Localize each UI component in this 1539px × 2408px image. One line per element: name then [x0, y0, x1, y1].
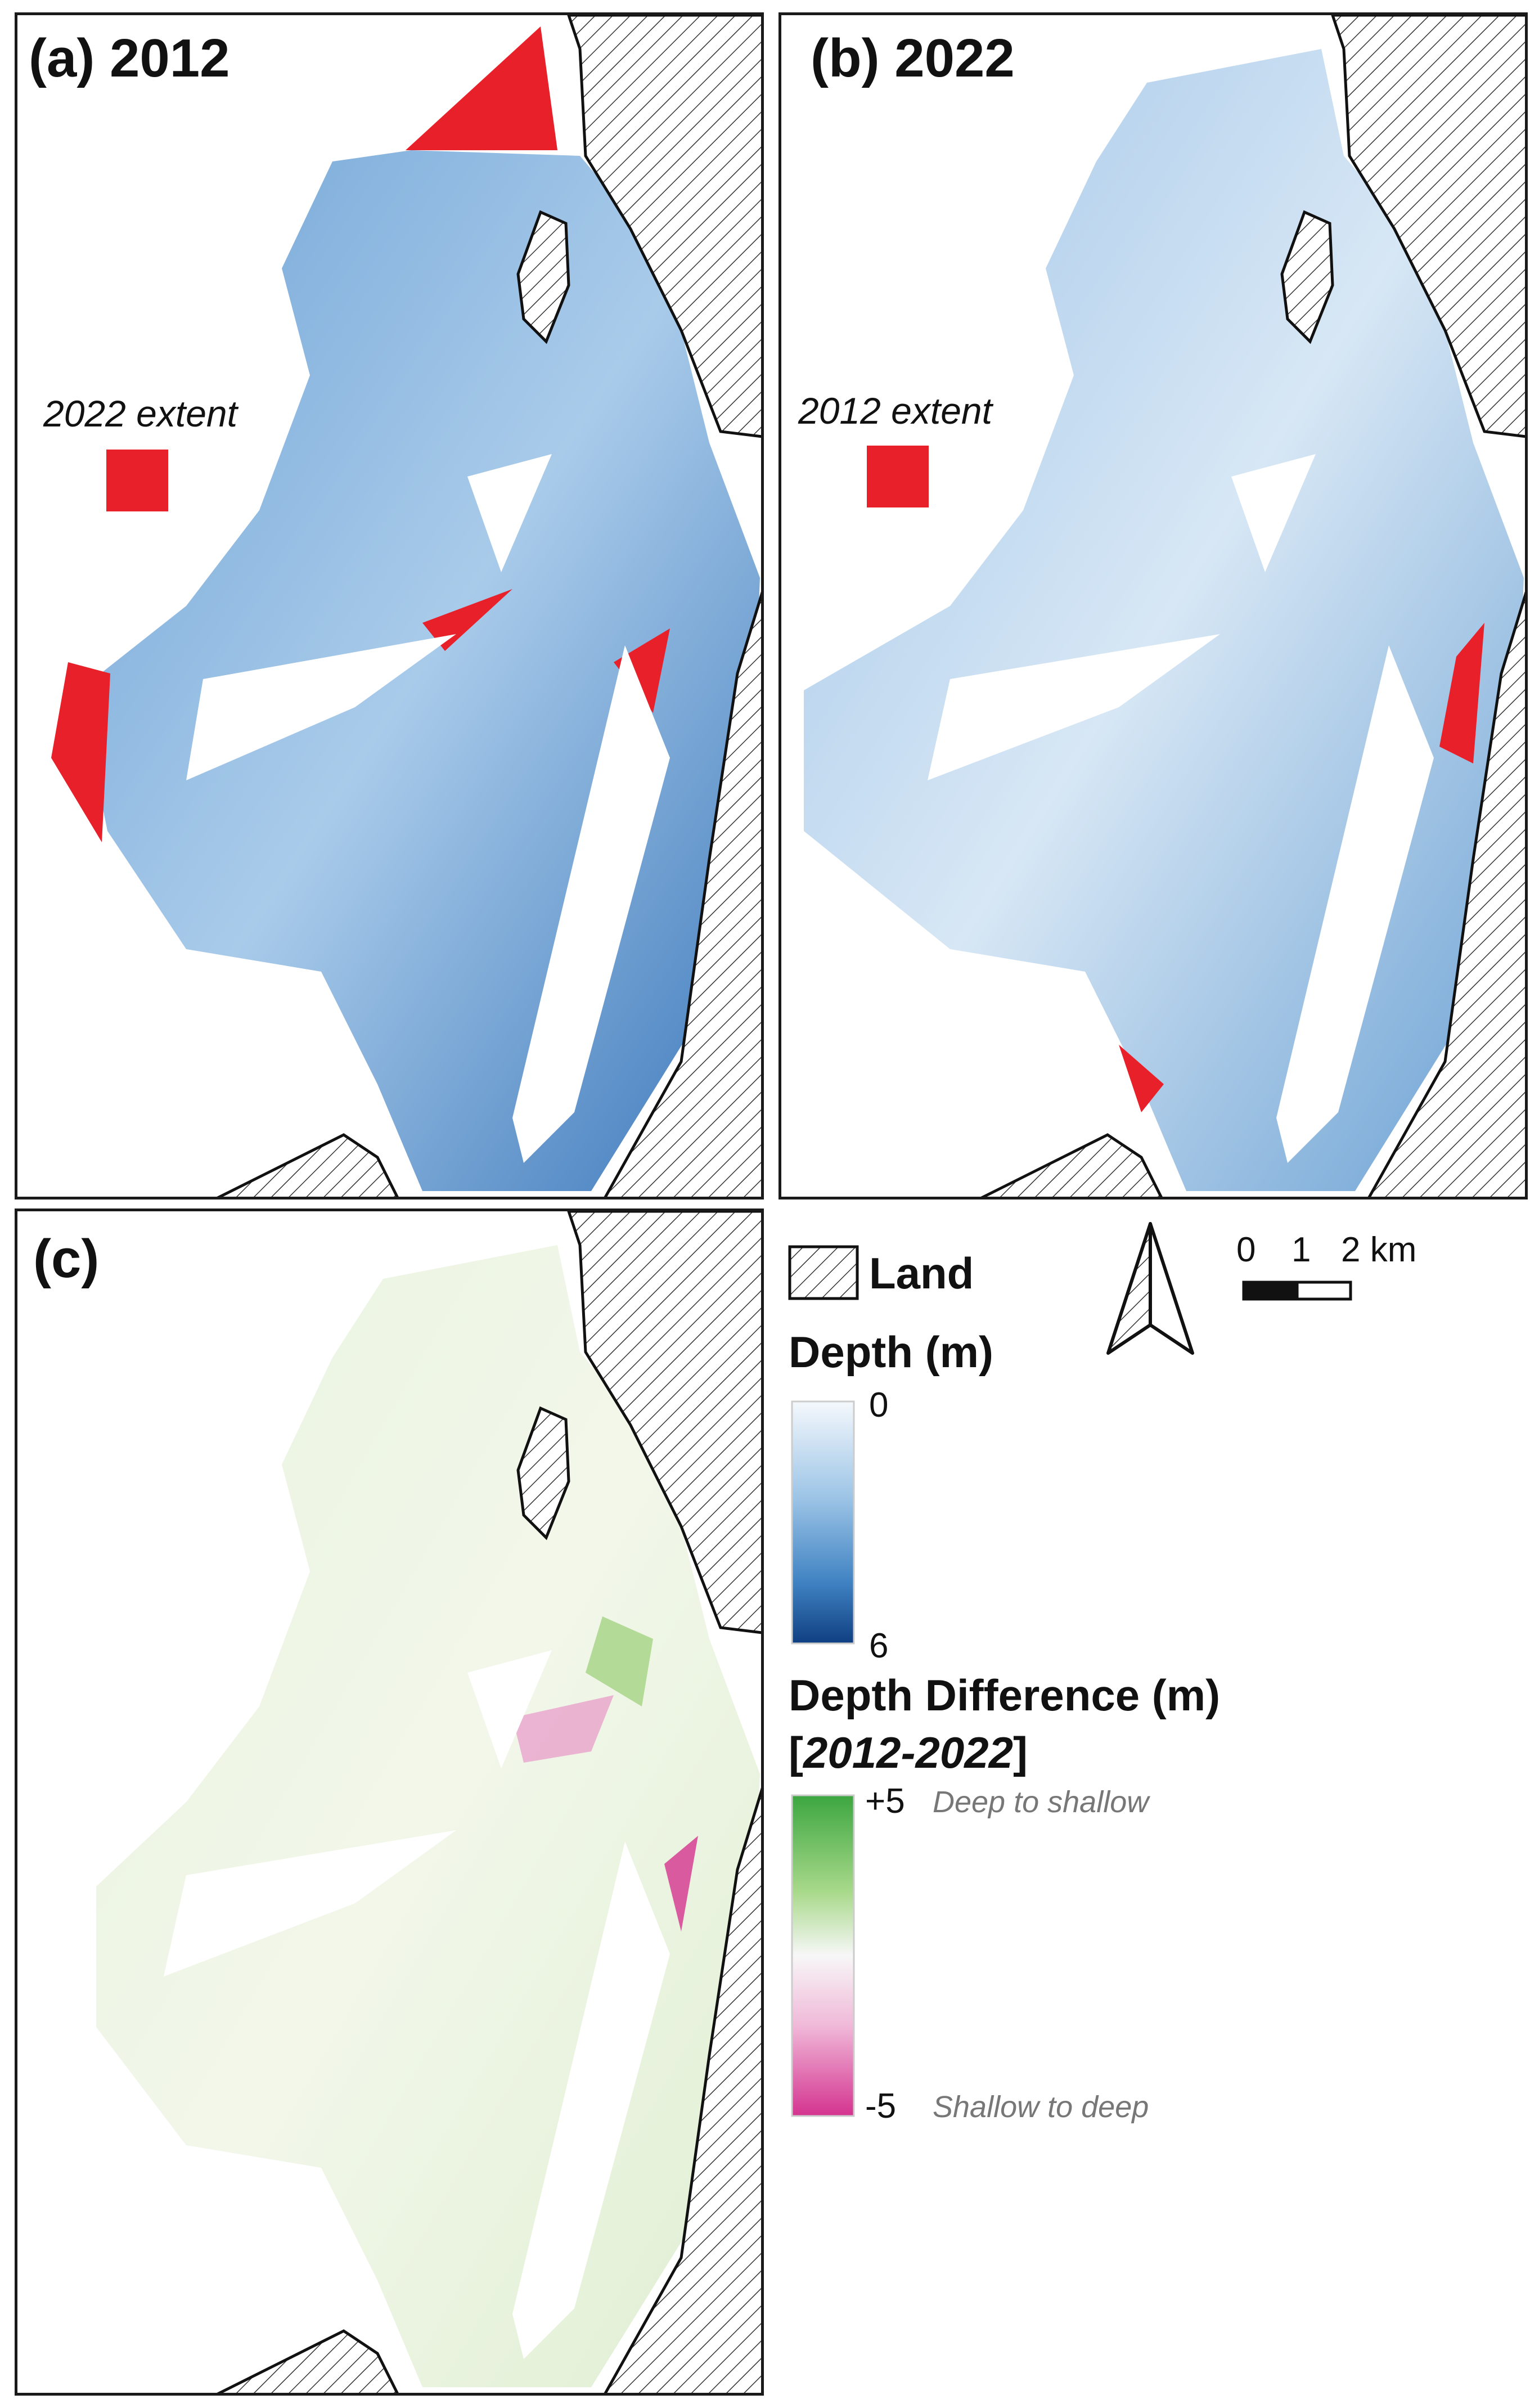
diff-colorbar	[791, 1794, 855, 2117]
scale-bar	[1242, 1281, 1352, 1301]
diff-subtitle-open: [	[789, 1728, 803, 1777]
scale-tick-0: 0	[1236, 1230, 1256, 1269]
diff-title: Depth Difference (m)	[789, 1670, 1221, 1720]
extent-overlap-west	[51, 662, 110, 842]
diff-max-label: +5	[865, 1782, 905, 1821]
extent-overlap-top	[406, 26, 557, 150]
panel-a-title: (a) 2012	[29, 28, 230, 88]
map-2022	[804, 15, 1525, 1197]
diff-min-label: -5	[865, 2087, 897, 2126]
panel-b-title: (b) 2022	[811, 28, 1015, 88]
diff-subtitle-close: ]	[1013, 1728, 1028, 1777]
extent-overlap-east	[1439, 623, 1484, 763]
land-south	[217, 1133, 399, 1197]
north-arrow-icon	[1106, 1222, 1194, 1355]
panel-c-difference: (c)	[15, 1209, 764, 2396]
panel-a-2012: (a) 2012 2022 extent	[15, 12, 764, 1199]
panel-a-extent-label: 2022 extent	[43, 393, 237, 434]
land-east-south	[604, 591, 761, 1197]
depth-title: Depth (m)	[789, 1327, 993, 1377]
panel-b-2022: (b) 2022 2012 extent	[778, 12, 1528, 1199]
diff-min-note: Shallow to deep	[933, 2090, 1149, 2124]
diff-subtitle-years: 2012-2022	[803, 1728, 1013, 1777]
shallowing-zone	[586, 1616, 653, 1706]
depth-max-label: 6	[869, 1627, 889, 1665]
map-2012	[51, 15, 761, 1197]
depth-colorbar	[791, 1400, 855, 1645]
island	[516, 210, 570, 344]
scale-tick-1: 1	[1292, 1230, 1311, 1269]
land-east-north	[567, 15, 761, 438]
extent-swatch-a	[106, 450, 168, 511]
diff-subtitle: [2012-2022]	[789, 1727, 1028, 1778]
scale-tick-2km: 2 km	[1341, 1230, 1417, 1269]
map-difference	[96, 1211, 761, 2393]
panel-b-extent-label: 2012 extent	[798, 390, 992, 432]
panel-c-title: (c)	[33, 1229, 100, 1289]
deepening-zone	[512, 1695, 614, 1763]
land-label: Land	[869, 1248, 974, 1298]
depth-min-label: 0	[869, 1386, 889, 1425]
extent-swatch-b	[867, 446, 929, 507]
land-swatch	[788, 1245, 859, 1300]
diff-max-note: Deep to shallow	[933, 1785, 1149, 1819]
